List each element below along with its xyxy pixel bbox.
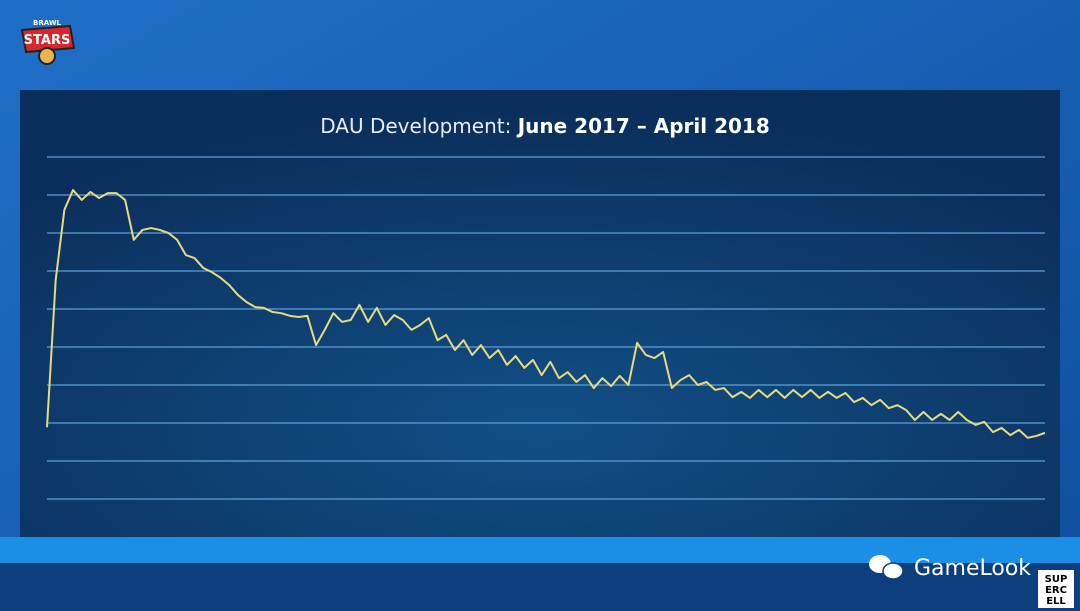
logo-badge <box>38 47 56 65</box>
title-range: June 2017 – April 2018 <box>516 114 770 138</box>
plot <box>46 156 1046 500</box>
wechat-icon <box>882 562 904 580</box>
chart-title: DAU Development: June 2017 – April 2018 <box>320 114 770 138</box>
data-line <box>46 189 1046 439</box>
watermark: GameLook <box>869 555 1031 581</box>
corner-logo-box <box>1038 570 1074 608</box>
chart-panel <box>20 90 1060 537</box>
logo-text: BRAWL <box>33 19 62 27</box>
logo-shape <box>20 24 76 54</box>
corner-logo-text: ELL <box>1046 596 1066 607</box>
logo: BRAWL STARS <box>20 19 76 65</box>
corner-logo-text: ERC <box>1045 585 1067 596</box>
title-text: DAU Development: <box>320 114 511 138</box>
band <box>0 537 1080 563</box>
corner-logo: SUP ERC ELL <box>1038 570 1074 608</box>
logo-text: STARS <box>24 33 71 48</box>
corner-logo-text: SUP <box>1045 574 1068 585</box>
watermark-text: GameLook <box>914 556 1031 581</box>
